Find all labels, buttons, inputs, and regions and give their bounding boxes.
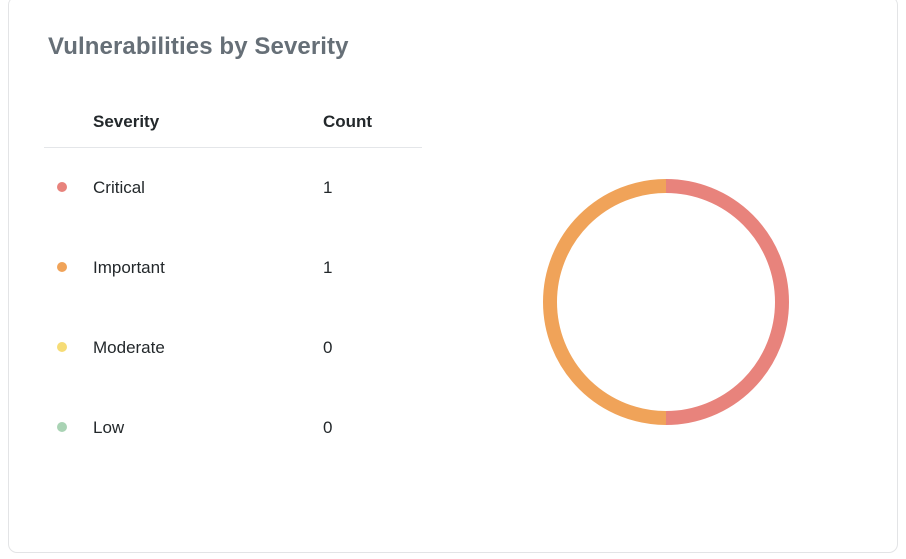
legend-count: 1: [323, 258, 333, 277]
column-header-severity: Severity: [93, 112, 160, 131]
legend-rows: Critical 1 Important 1 Moderate 0 Low 0: [44, 148, 422, 468]
legend-label: Low: [93, 418, 125, 437]
donut-segment-critical[interactable]: [665, 179, 789, 425]
legend-count: 0: [323, 418, 333, 437]
severity-legend-table: Severity Count Critical 1 Important 1 Modera…: [44, 112, 422, 468]
legend-label: Moderate: [93, 338, 165, 357]
important-color-dot-icon: [57, 262, 67, 272]
legend-label: Critical: [93, 178, 145, 197]
severity-donut-chart: [536, 172, 796, 432]
donut-segment-important[interactable]: [543, 179, 667, 425]
legend-row-moderate[interactable]: Moderate 0: [44, 308, 422, 388]
legend-count: 0: [323, 338, 333, 357]
critical-color-dot-icon: [57, 182, 67, 192]
legend-dot-cell: [44, 339, 93, 357]
donut-svg: [543, 179, 789, 425]
legend-dot-cell: [44, 259, 93, 277]
vulnerabilities-card: Vulnerabilities by Severity Severity Cou…: [8, 0, 898, 553]
column-header-count: Count: [323, 112, 373, 131]
low-color-dot-icon: [57, 422, 67, 432]
legend-row-critical[interactable]: Critical 1: [44, 148, 422, 228]
legend-row-low[interactable]: Low 0: [44, 388, 422, 468]
legend-header-row: Severity Count: [44, 112, 422, 148]
legend-row-important[interactable]: Important 1: [44, 228, 422, 308]
card-title: Vulnerabilities by Severity: [48, 33, 349, 60]
moderate-color-dot-icon: [57, 342, 67, 352]
legend-count: 1: [323, 178, 333, 197]
legend-dot-cell: [44, 179, 93, 197]
legend-label: Important: [93, 258, 165, 277]
legend-dot-cell: [44, 419, 93, 437]
